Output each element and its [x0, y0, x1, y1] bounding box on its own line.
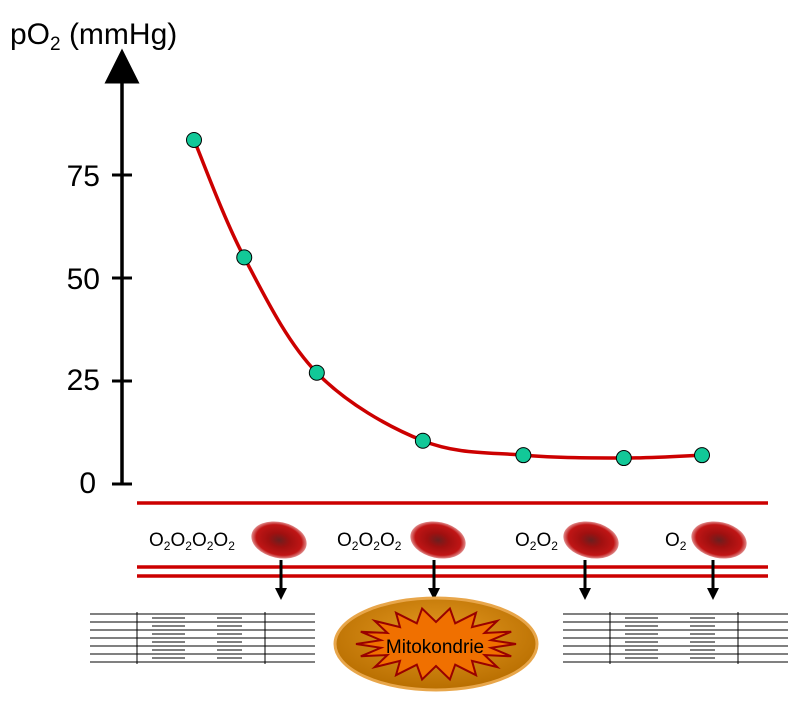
red-blood-cell: [251, 521, 307, 559]
data-point: [694, 447, 710, 464]
po2-curve: [192, 139, 703, 460]
data-point: [414, 432, 431, 449]
y-tick-label: 75: [66, 160, 100, 193]
data-point: [236, 249, 253, 266]
data-points: [186, 131, 710, 467]
mitochondrion: [333, 596, 539, 692]
y-axis-ticks: [112, 173, 132, 486]
red-blood-cell: [410, 521, 466, 559]
red-blood-cell: [691, 521, 747, 559]
o2-label: O2: [665, 530, 687, 553]
diffusion-arrow: [579, 560, 591, 600]
mitochondrion-label: Mitokondrie: [385, 637, 485, 658]
diffusion-arrow: [428, 560, 440, 600]
data-point: [515, 447, 532, 464]
muscle-fiber-right: [563, 612, 788, 664]
muscle-fiber-left: [90, 612, 315, 664]
red-blood-cell: [563, 521, 619, 559]
o2-label: O2O2: [515, 530, 558, 553]
mitochondrion-cristae: [355, 606, 517, 682]
y-axis-label: pO2 (mmHg): [10, 18, 178, 55]
o2-label: O2O2O2: [337, 530, 402, 553]
data-point: [186, 131, 202, 148]
o2-label: O2O2O2O2: [149, 530, 235, 553]
diffusion-arrow: [707, 560, 719, 600]
y-tick-label: 50: [66, 263, 100, 296]
y-tick-label: 25: [66, 364, 100, 397]
data-point: [308, 364, 325, 381]
data-point: [615, 450, 632, 467]
diffusion-arrow: [275, 560, 287, 600]
y-tick-label: 0: [79, 467, 96, 500]
